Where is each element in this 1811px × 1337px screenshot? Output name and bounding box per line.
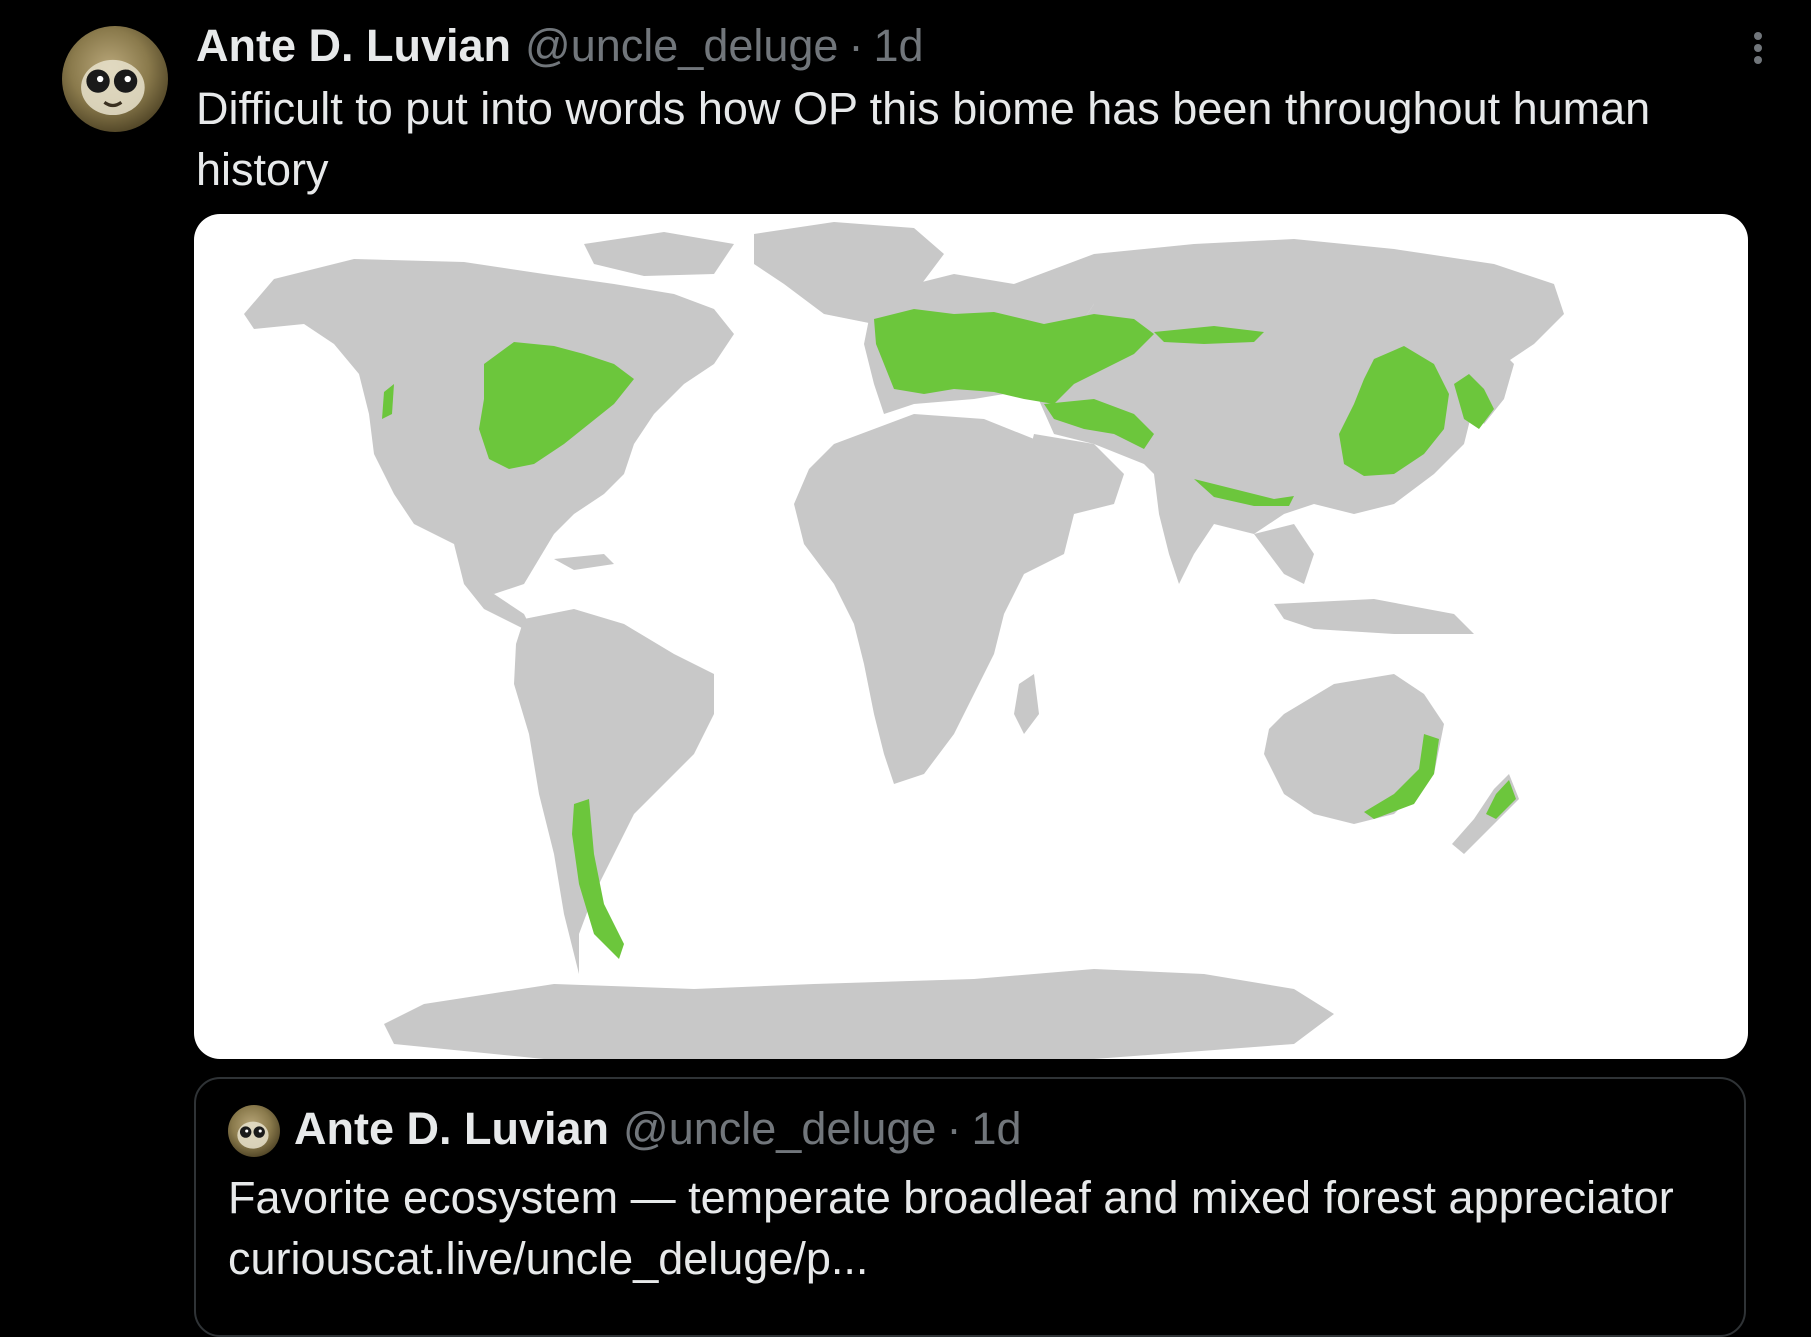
quoted-tweet-header: Ante D. Luvian @uncle_deluge · 1d: [294, 1101, 1022, 1157]
separator-dot: ·: [946, 1103, 962, 1154]
quoted-tweet[interactable]: Ante D. Luvian @uncle_deluge · 1d Favori…: [194, 1077, 1746, 1337]
avatar-image: [81, 59, 145, 116]
quoted-tweet-text: Favorite ecosystem — temperate broadleaf…: [228, 1172, 1674, 1284]
separator-dot: ·: [848, 20, 864, 71]
author-name[interactable]: Ante D. Luvian: [196, 20, 512, 71]
quoted-author-name[interactable]: Ante D. Luvian: [294, 1103, 610, 1154]
author-avatar[interactable]: [62, 26, 168, 132]
quoted-tweet-timestamp[interactable]: 1d: [971, 1103, 1022, 1154]
tweet-header: Ante D. Luvian @uncle_deluge · 1d: [196, 18, 924, 74]
quoted-author-handle[interactable]: @uncle_deluge: [623, 1103, 937, 1154]
tweet-text: Difficult to put into words how OP this …: [196, 83, 1651, 195]
tweet-media-map[interactable]: [194, 214, 1748, 1059]
quoted-author-avatar[interactable]: [228, 1105, 280, 1157]
world-map-image: [244, 222, 1564, 1059]
author-handle[interactable]: @uncle_deluge: [525, 20, 839, 71]
more-options-icon[interactable]: [1740, 28, 1776, 68]
tweet-timestamp[interactable]: 1d: [873, 20, 924, 71]
avatar-image: [237, 1121, 269, 1149]
